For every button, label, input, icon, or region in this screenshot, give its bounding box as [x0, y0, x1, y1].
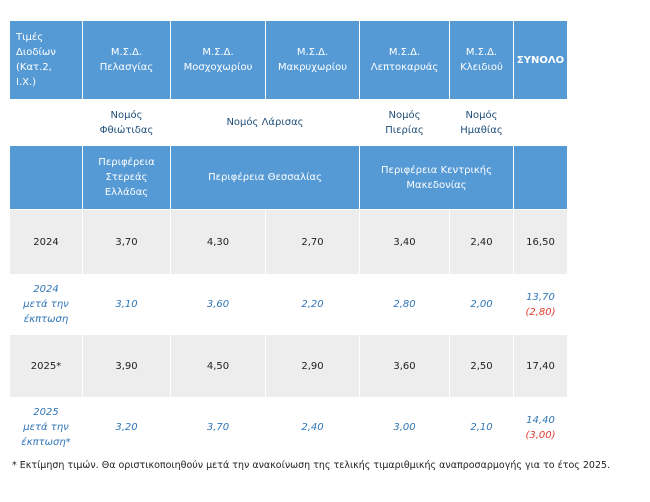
price-cell: 2,40	[449, 209, 514, 275]
title-line: Διοδίων	[16, 47, 56, 58]
station-header-leptokarya: Μ.Σ.Δ. Λεπτοκαρυάς	[359, 20, 450, 100]
region-row: Περιφέρεια Στερεάς Ελλάδας Περιφέρεια Θεσσ…	[9, 145, 568, 210]
station-header-makrychori: Μ.Σ.Δ. Μακρυχωρίου	[265, 20, 360, 100]
station-header-pelasgia: Μ.Σ.Δ. Πελασγίας	[82, 20, 171, 100]
total-cell: 17,40	[513, 334, 568, 398]
station-header-kleidi: Μ.Σ.Δ. Κλειδιού	[449, 20, 514, 100]
region-thessalia: Περιφέρεια Θεσσαλίας	[170, 145, 360, 210]
data-row-2024: 2024 3,70 4,30 2,70 3,40 2,40 16,50	[9, 209, 568, 275]
prefecture-fthiotida: Νομός Φθιώτιδας	[82, 99, 171, 146]
title-line: Τιμές	[16, 32, 44, 43]
region-kentriki-makedonia: Περιφέρεια Κεντρικής Μακεδονίας	[359, 145, 514, 210]
price-cell: 3,90	[82, 334, 171, 398]
header-row: Τιμές Διοδίων (Κατ.2, Ι.Χ.) Μ.Σ.Δ. Πελασγ…	[9, 20, 568, 100]
data-row-2025-discount: 2025 μετά την έκπτωση* 3,20 3,70 2,40 3,00…	[9, 397, 568, 458]
empty-cell	[9, 99, 83, 146]
total-cell: 14,40 (3,00)	[513, 397, 568, 458]
price-cell: 3,70	[170, 397, 266, 458]
empty-cell	[9, 145, 83, 210]
price-cell: 3,70	[82, 209, 171, 275]
row-label: 2024	[9, 209, 83, 275]
data-row-2025: 2025* 3,90 4,50 2,90 3,60 2,50 17,40	[9, 334, 568, 398]
empty-cell	[513, 145, 568, 210]
price-cell: 3,00	[359, 397, 450, 458]
price-cell: 4,50	[170, 334, 266, 398]
title-line: (Κατ.2,	[16, 62, 52, 73]
price-cell: 2,70	[265, 209, 360, 275]
price-cell: 2,00	[449, 274, 514, 335]
prefecture-row: Νομός Φθιώτιδας Νομός Λάρισας Νομός Πιερία…	[9, 99, 568, 146]
saving-amount: (2,80)	[525, 306, 556, 318]
price-cell: 3,40	[359, 209, 450, 275]
row-label: 2025 μετά την έκπτωση*	[9, 397, 83, 458]
price-cell: 2,40	[265, 397, 360, 458]
region-sterea: Περιφέρεια Στερεάς Ελλάδας	[82, 145, 171, 210]
price-cell: 3,60	[359, 334, 450, 398]
toll-prices-table: Τιμές Διοδίων (Κατ.2, Ι.Χ.) Μ.Σ.Δ. Πελασγ…	[9, 20, 568, 458]
title-line: Ι.Χ.)	[16, 77, 37, 88]
saving-amount: (3,00)	[525, 429, 556, 441]
table-title-cell: Τιμές Διοδίων (Κατ.2, Ι.Χ.)	[9, 20, 83, 100]
row-label: 2025*	[9, 334, 83, 398]
empty-cell	[513, 99, 568, 146]
price-cell: 3,10	[82, 274, 171, 335]
prefecture-pieria: Νομός Πιερίας	[359, 99, 450, 146]
price-cell: 2,10	[449, 397, 514, 458]
station-header-moschochori: Μ.Σ.Δ. Μοσχοχωρίου	[170, 20, 266, 100]
footnote: * Εκτίμηση τιμών. Θα οριστικοποιηθούν με…	[12, 460, 611, 471]
total-cell: 13,70 (2,80)	[513, 274, 568, 335]
price-cell: 2,80	[359, 274, 450, 335]
price-cell: 3,60	[170, 274, 266, 335]
prefecture-imathia: Νομός Ημαθίας	[449, 99, 514, 146]
data-row-2024-discount: 2024 μετά την έκπτωση 3,10 3,60 2,20 2,80 …	[9, 274, 568, 335]
price-cell: 4,30	[170, 209, 266, 275]
price-cell: 3,20	[82, 397, 171, 458]
price-cell: 2,20	[265, 274, 360, 335]
total-cell: 16,50	[513, 209, 568, 275]
prefecture-larisa: Νομός Λάρισας	[170, 99, 360, 146]
row-label: 2024 μετά την έκπτωση	[9, 274, 83, 335]
total-header: ΣΥΝΟΛΟ	[513, 20, 568, 100]
price-cell: 2,90	[265, 334, 360, 398]
price-cell: 2,50	[449, 334, 514, 398]
